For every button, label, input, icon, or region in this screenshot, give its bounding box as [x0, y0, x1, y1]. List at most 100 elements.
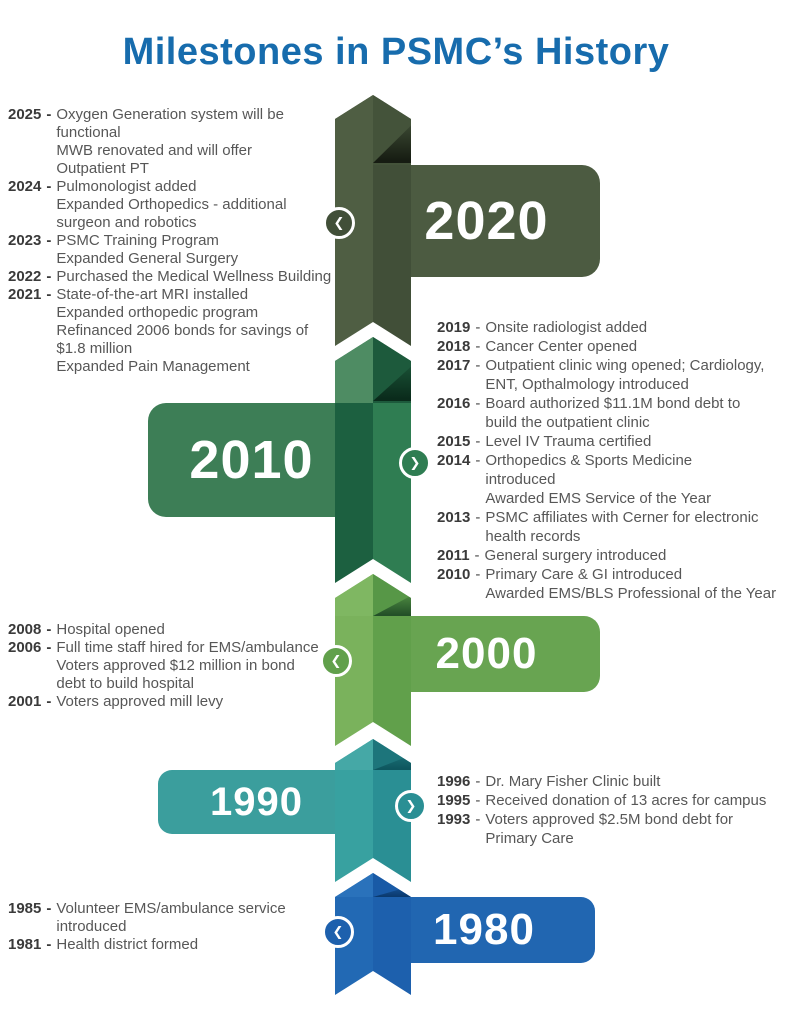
milestone-entry: 2017- Outpatient clinic wing opened; Card… — [437, 356, 776, 394]
dash-separator: - — [46, 106, 52, 123]
dash-separator: - — [474, 547, 480, 564]
milestone-year: 2013 — [437, 509, 471, 526]
milestone-entry: 2018- Cancer Center opened — [437, 337, 776, 356]
milestone-text: Orthopedics & Sports Medicine introduced A… — [485, 452, 712, 507]
milestone-year: 1996 — [437, 773, 471, 790]
milestone-year: 2017 — [437, 357, 471, 374]
chevron-right-icon: ❯ — [395, 790, 427, 822]
milestone-entry: 2010- Primary Care & GI introduced Awarded… — [437, 565, 776, 603]
milestone-entry: 1993- Voters approved $2.5M bond debt for… — [437, 810, 766, 848]
milestone-entry: 2006- Full time staff hired for EMS/ambul… — [8, 639, 319, 693]
milestone-entry: 1996- Dr. Mary Fisher Clinic built — [437, 772, 766, 791]
dash-separator: - — [46, 268, 52, 285]
milestone-text: Volunteer EMS/ambulance service introduce… — [56, 900, 286, 935]
dash-separator: - — [46, 178, 52, 195]
decade-label: 1990 — [210, 779, 303, 824]
milestone-year: 1995 — [437, 792, 471, 809]
milestone-entry: 1985- Volunteer EMS/ambulance service intr… — [8, 900, 286, 936]
milestone-text: Dr. Mary Fisher Clinic built — [485, 773, 661, 790]
dash-separator: - — [475, 452, 481, 469]
segment-1980s: 1980 ❮ — [322, 873, 595, 995]
milestone-text: Health district formed — [56, 936, 199, 953]
milestone-entry: 2025- Oxygen Generation system will be fun… — [8, 106, 331, 178]
milestone-text: General surgery introduced — [484, 547, 667, 564]
milestone-text: PSMC affiliates with Cerner for electron… — [485, 509, 759, 545]
decade-label: 2010 — [189, 430, 314, 490]
milestones-1990s: 1996- Dr. Mary Fisher Clinic built 1995- Re… — [437, 772, 766, 848]
chevron-left-icon: ❮ — [320, 645, 352, 677]
milestone-text: Voters approved mill levy — [56, 693, 224, 710]
milestones-1980s: 1985- Volunteer EMS/ambulance service intr… — [8, 900, 286, 954]
milestone-entry: 1995- Received donation of 13 acres for c… — [437, 791, 766, 810]
milestone-year: 2025 — [8, 106, 42, 123]
milestone-year: 1985 — [8, 900, 42, 917]
milestone-text: Cancer Center opened — [485, 338, 638, 355]
milestone-year: 2021 — [8, 286, 42, 303]
dash-separator: - — [475, 395, 481, 412]
segment-2020s: 2020 ❮ — [323, 95, 600, 346]
milestone-year: 2014 — [437, 452, 471, 469]
page-title: Milestones in PSMC’s History — [122, 31, 670, 74]
milestone-year: 2023 — [8, 232, 42, 249]
milestone-year: 2018 — [437, 338, 471, 355]
dash-separator: - — [475, 773, 481, 790]
milestones-2000s: 2008- Hospital opened 2006- Full time staff… — [8, 621, 319, 711]
milestone-year: 1981 — [8, 936, 42, 953]
milestone-year: 2010 — [437, 566, 471, 583]
milestone-year: 2006 — [8, 639, 42, 656]
chevron-right-icon: ❯ — [399, 447, 431, 479]
milestones-2020s: 2025- Oxygen Generation system will be fun… — [8, 106, 331, 376]
milestone-entry: 2016- Board authorized $11.1M bond debt t… — [437, 394, 776, 432]
milestone-text: Primary Care & GI introduced Awarded EMS/… — [485, 566, 777, 602]
dash-separator: - — [46, 621, 52, 638]
decade-label: 2020 — [424, 191, 549, 251]
segment-1990s: 1990 ❯ — [158, 739, 427, 882]
milestone-year: 1993 — [437, 811, 471, 828]
milestone-text: Pulmonologist added Expanded Orthopedics … — [56, 178, 287, 231]
dash-separator: - — [475, 338, 481, 355]
dash-separator: - — [475, 792, 481, 809]
milestone-year: 2019 — [437, 319, 471, 336]
milestone-text: Outpatient clinic wing opened; Cardiolog… — [485, 357, 765, 393]
segment-2000s: 2000 ❮ — [320, 574, 600, 746]
dash-separator: - — [46, 232, 52, 249]
decade-label: 2000 — [435, 629, 538, 678]
milestone-year: 2024 — [8, 178, 42, 195]
milestone-entry: 2001- Voters approved mill levy — [8, 693, 319, 711]
milestone-entry: 2022- Purchased the Medical Wellness Buil… — [8, 268, 331, 286]
milestone-entry: 2013- PSMC affiliates with Cerner for ele… — [437, 508, 776, 546]
dash-separator: - — [475, 811, 481, 828]
milestone-year: 2022 — [8, 268, 42, 285]
milestone-text: Onsite radiologist added — [485, 319, 648, 336]
milestone-entry: 2023- PSMC Training Program Expanded Gener… — [8, 232, 331, 268]
milestone-text: State-of-the-art MRI installed Expanded o… — [56, 286, 309, 375]
milestones-2010s: 2019- Onsite radiologist added 2018- Cancer… — [437, 318, 776, 603]
milestone-year: 2001 — [8, 693, 42, 710]
dash-separator: - — [475, 357, 481, 374]
dash-separator: - — [475, 566, 481, 583]
dash-separator: - — [475, 433, 481, 450]
milestone-text: Level IV Trauma certified — [485, 433, 652, 450]
dash-separator: - — [46, 936, 52, 953]
milestone-text: Voters approved $2.5M bond debt for Prima… — [485, 811, 734, 847]
milestone-entry: 2021- State-of-the-art MRI installed Expan… — [8, 286, 331, 376]
dash-separator: - — [46, 286, 52, 303]
milestone-text: PSMC Training Program Expanded General Su… — [56, 232, 239, 267]
milestone-text: Purchased the Medical Wellness Building — [56, 268, 332, 285]
milestone-entry: 1981- Health district formed — [8, 936, 286, 954]
milestone-year: 2015 — [437, 433, 471, 450]
milestone-text: Board authorized $11.1M bond debt to buil… — [485, 395, 741, 431]
milestone-text: Hospital opened — [56, 621, 165, 638]
milestone-entry: 2008- Hospital opened — [8, 621, 319, 639]
milestone-text: Received donation of 13 acres for campus — [485, 792, 767, 809]
dash-separator: - — [46, 900, 52, 917]
dash-separator: - — [475, 509, 481, 526]
milestone-text: Full time staff hired for EMS/ambulance V… — [56, 639, 319, 692]
decade-label: 1980 — [433, 905, 535, 954]
milestone-year: 2016 — [437, 395, 471, 412]
milestone-text: Oxygen Generation system will be function… — [56, 106, 284, 177]
chevron-left-icon: ❮ — [323, 207, 355, 239]
segment-2010s: 2010 ❯ — [148, 337, 431, 583]
milestone-year: 2008 — [8, 621, 42, 638]
